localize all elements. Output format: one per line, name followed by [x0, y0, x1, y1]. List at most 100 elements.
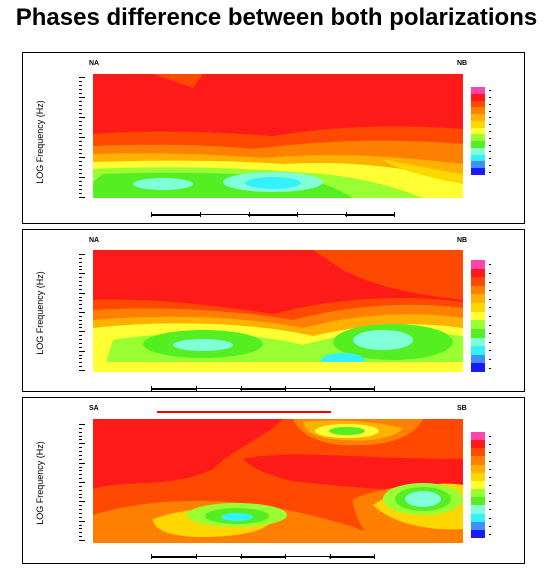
- panel-1: LOG Frequency (Hz) NA NB ·: [22, 52, 525, 224]
- legend-swatch: [471, 277, 485, 287]
- legend-tick: [489, 264, 491, 266]
- legend-swatch: [471, 147, 485, 156]
- legend-tick: [489, 367, 491, 369]
- legend-swatch: [471, 363, 485, 373]
- legend-swatch: [471, 268, 485, 278]
- y-axis-ticks: [79, 254, 85, 371]
- legend-swatch: [471, 114, 485, 122]
- legend-swatch: [471, 505, 485, 515]
- legend-tick: [489, 509, 491, 511]
- phase-zone: [93, 419, 283, 489]
- legend-swatch: [471, 440, 485, 449]
- left-station-label: NA: [89, 60, 100, 67]
- legend-tick: [489, 476, 491, 478]
- legend-swatch: [471, 303, 485, 313]
- legend-tick: [489, 501, 491, 503]
- legend-swatch: [471, 464, 485, 474]
- legend-tick: [489, 324, 491, 326]
- legend-tick: [489, 359, 491, 361]
- scale-bar: [151, 211, 395, 221]
- legend-swatch: [471, 448, 485, 457]
- color-scale-legend: [471, 260, 491, 373]
- scale-bar: [151, 553, 375, 563]
- legend-tick: [489, 350, 491, 352]
- panel-3: LOG Frequency (Hz) SA SB: [22, 397, 525, 564]
- y-axis-label: LOG Frequency (Hz): [35, 271, 45, 355]
- right-station-label: NB: [457, 237, 468, 244]
- legend-tick: [489, 333, 491, 335]
- phase-zone: [133, 178, 193, 190]
- legend-swatch: [471, 120, 485, 129]
- legend-tick: [489, 124, 491, 126]
- legend-tick: [489, 90, 491, 92]
- legend-swatch: [471, 161, 485, 169]
- legend-swatch: [471, 337, 485, 347]
- phase-zone: [93, 362, 463, 372]
- legend-swatch: [471, 87, 485, 95]
- legend-title: ·: [489, 76, 490, 80]
- legend-tick: [489, 131, 491, 132]
- legend-swatch: [471, 328, 485, 339]
- phase-zone: [383, 160, 463, 184]
- legend-tick: [489, 103, 491, 105]
- heatmap-plot: [93, 250, 463, 372]
- legend-swatch: [471, 294, 485, 304]
- legend-swatch: [471, 480, 485, 490]
- legend-tick: [489, 316, 491, 317]
- left-station-label: SA: [89, 405, 99, 412]
- legend-swatch: [471, 93, 485, 102]
- y-axis-ticks: [79, 424, 85, 541]
- legend-tick: [489, 281, 491, 283]
- legend-tick: [489, 468, 491, 470]
- legend-tick: [489, 436, 491, 438]
- panel-2: LOG Frequency (Hz) NA NB: [22, 229, 525, 392]
- legend-tick: [489, 307, 491, 309]
- y-axis-label: LOG Frequency (Hz): [35, 441, 45, 525]
- legend-tick: [489, 117, 491, 119]
- legend-tick: [489, 517, 491, 519]
- legend-tick: [489, 151, 491, 153]
- heatmap-plot: [93, 419, 463, 543]
- phase-zone: [153, 74, 203, 88]
- legend-swatch: [471, 456, 485, 466]
- legend-swatch: [471, 141, 485, 149]
- legend-tick: [489, 341, 491, 343]
- legend-tick: [489, 158, 491, 160]
- page-title: Phases difference between both polarizat…: [15, 4, 538, 31]
- profile-marker-line: [157, 411, 331, 413]
- legend-swatch: [471, 346, 485, 356]
- legend-swatch: [471, 354, 485, 364]
- legend-swatch: [471, 311, 485, 321]
- legend-tick: [489, 272, 491, 274]
- color-scale-legend: [471, 87, 491, 176]
- y-axis-label: LOG Frequency (Hz): [35, 100, 45, 184]
- legend-tick: [489, 171, 491, 173]
- legend-tick: [489, 298, 491, 300]
- legend-swatch: [471, 529, 485, 539]
- legend-tick: [489, 144, 491, 146]
- legend-swatch: [471, 107, 485, 115]
- legend-tick: [489, 485, 491, 486]
- phase-zone: [313, 250, 463, 300]
- legend-swatch: [471, 260, 485, 270]
- legend-swatch: [471, 497, 485, 506]
- legend-swatch: [471, 154, 485, 162]
- scale-bar: [151, 385, 375, 395]
- legend-swatch: [471, 134, 485, 142]
- legend-tick: [489, 290, 491, 292]
- legend-swatch: [471, 472, 485, 482]
- right-station-label: SB: [457, 405, 467, 412]
- phase-zone: [221, 513, 253, 521]
- legend-swatch: [471, 432, 485, 441]
- legend-swatch: [471, 285, 485, 295]
- phase-zone: [405, 491, 441, 507]
- legend-tick: [489, 137, 491, 139]
- legend-tick: [489, 460, 491, 462]
- legend-tick: [489, 164, 491, 166]
- legend-swatch: [471, 521, 485, 531]
- legend-swatch: [471, 100, 485, 108]
- legend-swatch: [471, 320, 485, 330]
- legend-tick: [489, 533, 491, 535]
- legend-swatch: [471, 513, 485, 523]
- right-station-label: NB: [457, 60, 468, 67]
